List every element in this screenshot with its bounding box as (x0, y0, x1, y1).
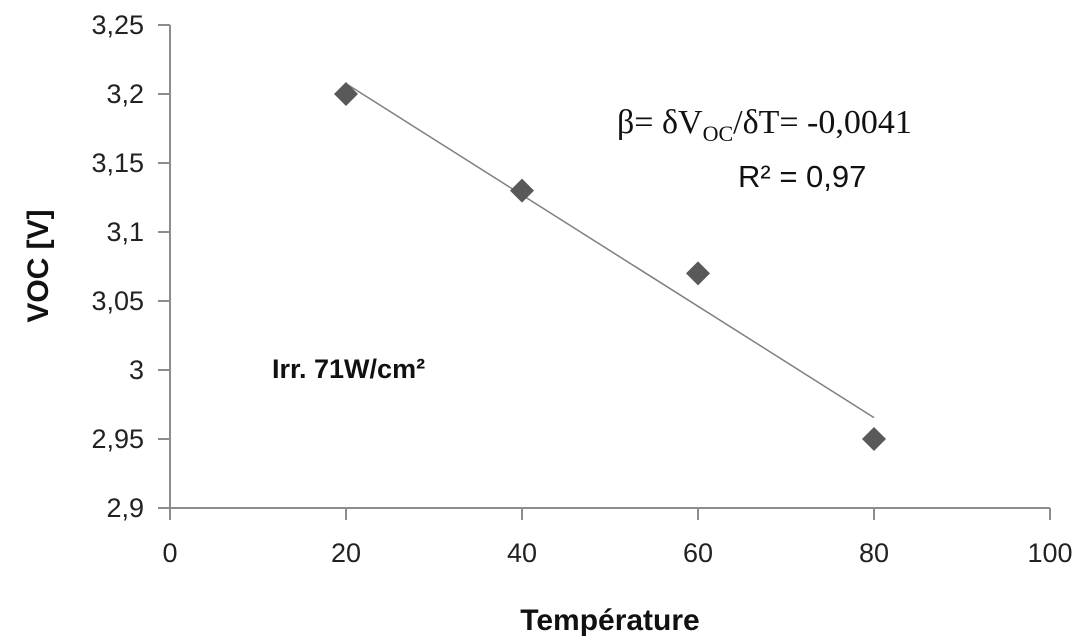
data-point-marker (510, 178, 534, 203)
x-tick-label: 80 (859, 538, 889, 568)
y-tick-label: 3,15 (91, 148, 144, 178)
x-tick-marks (169, 508, 1051, 520)
r-squared-annotation: R² = 0,97 (738, 159, 866, 194)
data-point-marker (862, 427, 886, 451)
trendline (345, 83, 875, 419)
data-point-marker (686, 261, 710, 286)
x-tick-label: 60 (683, 538, 713, 568)
y-tick-labels: 2,9 2,95 3 3,05 3,1 3,15 3,2 3,25 (91, 10, 144, 523)
y-tick-label: 3,2 (106, 79, 144, 109)
x-tick-labels: 0 20 40 60 80 100 (162, 538, 1072, 568)
beta-annotation: β= δVOC/δT= -0,0041 (617, 104, 912, 146)
x-tick-label: 20 (331, 538, 361, 568)
y-tick-marks (158, 24, 170, 509)
beta-suffix: /δT= -0,0041 (733, 104, 912, 141)
axes (158, 24, 1051, 520)
x-tick-label: 0 (162, 538, 177, 568)
y-tick-label: 2,95 (91, 424, 144, 454)
y-tick-label: 3 (129, 355, 144, 385)
x-tick-label: 100 (1027, 538, 1072, 568)
y-tick-label: 3,25 (91, 10, 144, 40)
beta-prefix: β= δV (617, 104, 703, 141)
irradiance-annotation: Irr. 71W/cm² (272, 354, 425, 384)
y-tick-label: 3,05 (91, 286, 144, 316)
y-axis-title: VOC [V] (22, 209, 55, 322)
y-tick-label: 3,1 (106, 217, 144, 247)
data-point-marker (334, 82, 358, 106)
x-axis-title: Température (520, 604, 700, 637)
data-points (334, 82, 886, 451)
y-tick-label: 2,9 (106, 493, 144, 523)
beta-subscript: OC (703, 121, 734, 146)
x-tick-label: 40 (507, 538, 537, 568)
